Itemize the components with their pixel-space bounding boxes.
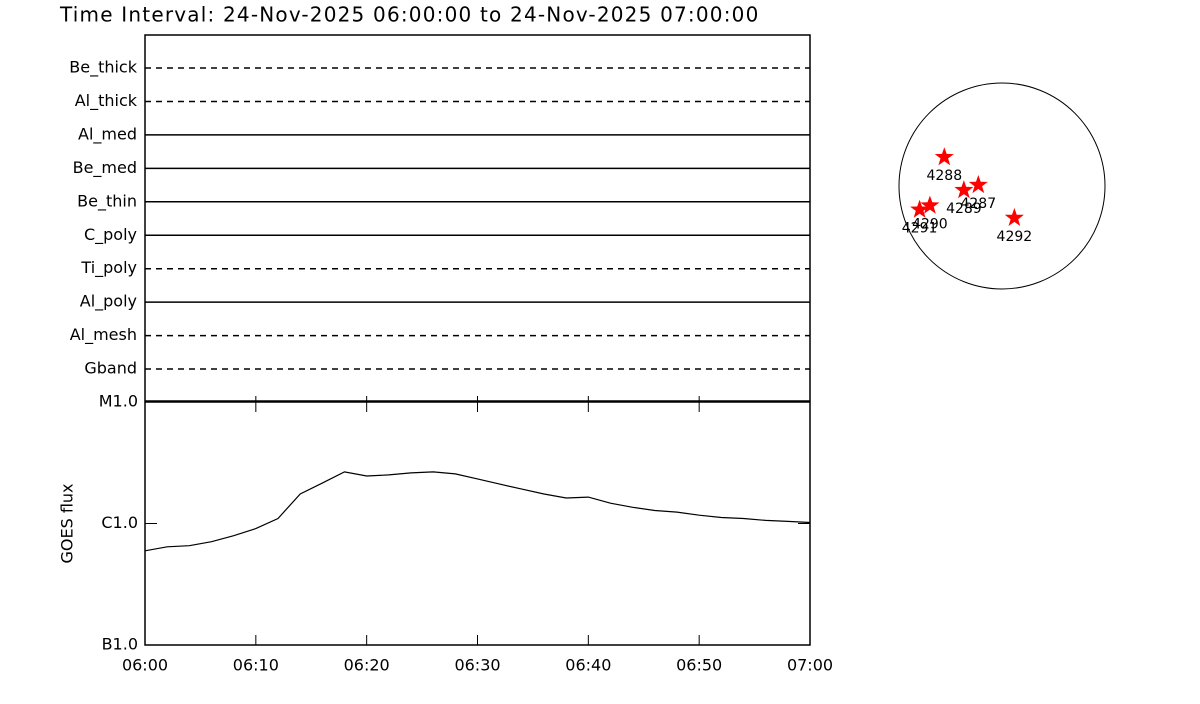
chart-title: Time Interval: 24-Nov-2025 06:00:00 to 2… (59, 3, 760, 27)
goes-panel-frame (144, 401, 811, 646)
y-tick-label: M1.0 (99, 392, 138, 411)
active-region-label: 4290 (912, 217, 948, 233)
x-tick-label: 06:00 (122, 656, 168, 675)
filter-label: Al_mesh (70, 325, 137, 345)
x-tick-label: 07:00 (787, 656, 833, 675)
active-region-star (910, 199, 930, 218)
active-region-star (934, 147, 954, 166)
filter-label: Ti_poly (80, 258, 137, 278)
x-tick-label: 06:10 (233, 656, 279, 675)
active-region-label: 4291 (902, 221, 938, 237)
active-region-star (954, 180, 974, 199)
y-tick-label: C1.0 (101, 513, 138, 532)
active-region-star (1004, 207, 1024, 226)
filter-label: Al_med (78, 124, 137, 144)
y-tick-label: B1.0 (102, 635, 138, 654)
solar-disk (898, 82, 1106, 290)
active-region-label: 4292 (997, 229, 1033, 245)
filter-label: Be_med (73, 158, 137, 178)
filter-label: C_poly (84, 225, 137, 245)
active-region-label: 4287 (960, 196, 996, 212)
active-region-label: 4288 (926, 168, 962, 184)
filter-label: Gband (84, 359, 137, 378)
y-axis-label: GOES flux (58, 483, 77, 563)
x-tick-label: 06:50 (676, 656, 722, 675)
active-region-label: 4289 (946, 201, 982, 217)
x-tick-label: 06:40 (565, 656, 611, 675)
goes-flux-line (144, 471, 811, 552)
active-region-star (920, 195, 940, 214)
active-region-star (968, 175, 988, 194)
filter-label: Be_thick (69, 58, 137, 78)
filter-label: Be_thin (77, 191, 137, 211)
x-tick-label: 06:20 (344, 656, 390, 675)
x-tick-label: 06:30 (454, 656, 500, 675)
filter-label: Al_poly (80, 292, 137, 312)
filter-panel-frame (144, 34, 811, 402)
filter-label: Al_thick (75, 91, 138, 111)
